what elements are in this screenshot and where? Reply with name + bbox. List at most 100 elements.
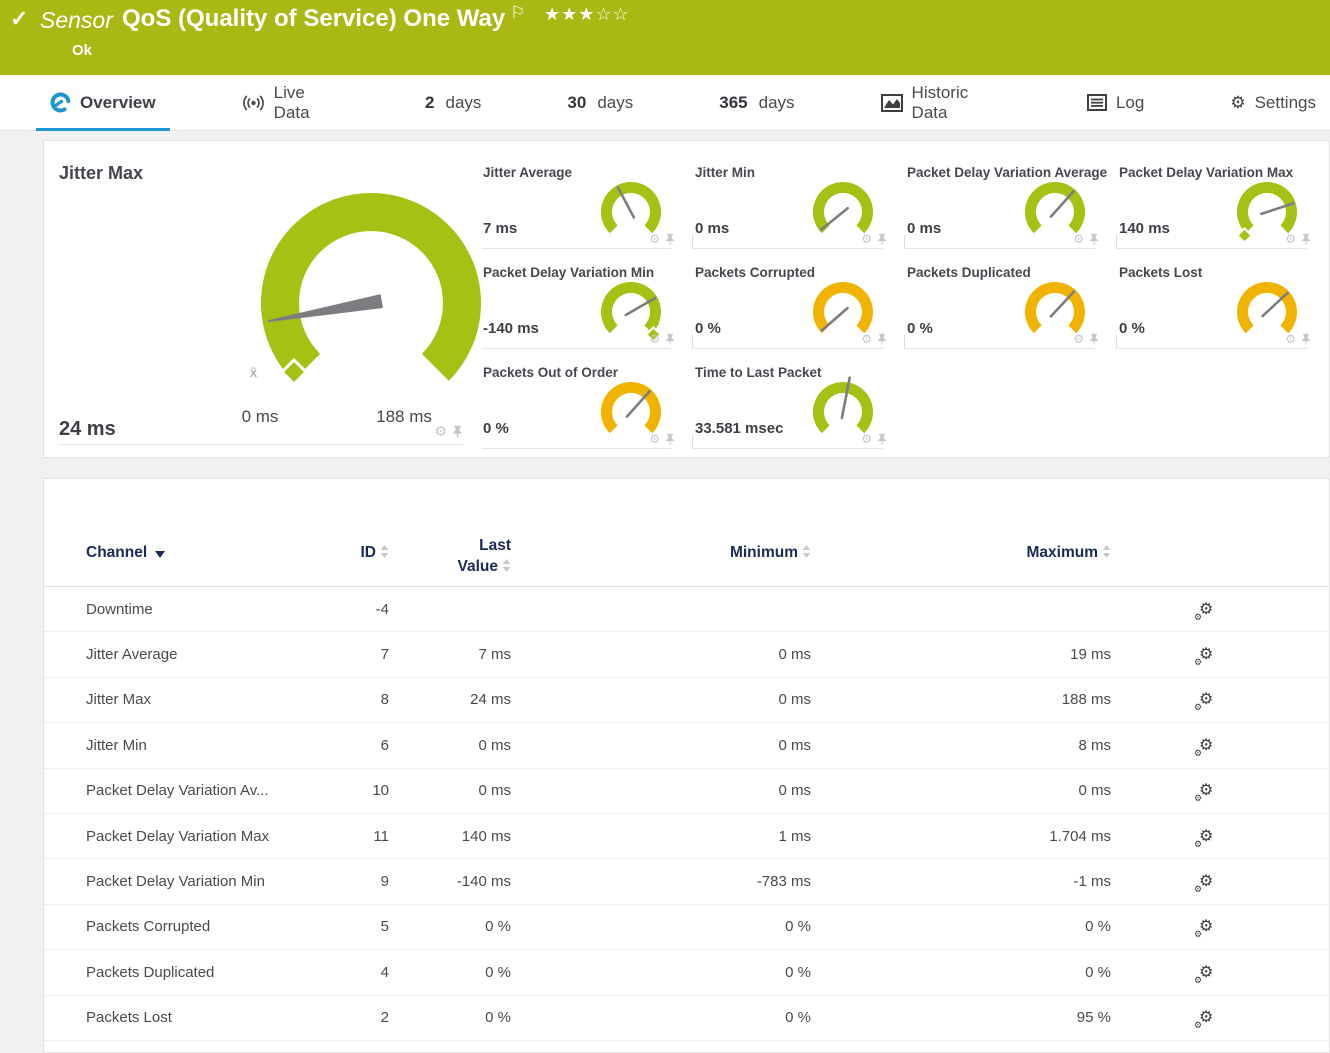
sort-both-icon <box>802 545 811 558</box>
channel-name[interactable]: Jitter Max <box>86 691 152 709</box>
tab-log[interactable]: Log <box>1073 75 1158 130</box>
channel-settings-gear-icon[interactable]: ⚙ ⚙ <box>1194 963 1214 985</box>
channel-settings-gear-icon[interactable]: ⚙ ⚙ <box>1194 600 1214 622</box>
gauge-title: Packet Delay Variation Average <box>907 165 1108 180</box>
pin-icon[interactable] <box>665 333 675 345</box>
gauge-dial <box>813 181 873 234</box>
tab-2-days[interactable]: 2 days <box>411 75 495 130</box>
priority-stars[interactable]: ★★★☆☆ <box>544 4 630 24</box>
channel-name[interactable]: Packet Delay Variation Max <box>86 827 270 845</box>
gauge-title: Packets Lost <box>1119 265 1203 280</box>
gear-icon[interactable]: ⚙ <box>649 232 660 246</box>
channel-name[interactable]: Packets Duplicated <box>86 963 215 981</box>
table-row-packet-delay-variation-min[interactable]: Packet Delay Variation Min 9 -140 ms -783 m… <box>44 859 1329 905</box>
table-row-downtime[interactable]: Downtime -4 ⚙ ⚙ <box>44 587 1329 633</box>
pin-icon[interactable] <box>877 333 887 345</box>
gear-icon[interactable]: ⚙ <box>861 432 872 446</box>
gear-icon[interactable]: ⚙ <box>1285 332 1296 346</box>
gauge-packet-delay-variation-min: Packet Delay Variation Min -140 ms ⚙ <box>481 261 693 361</box>
table-row-packet-delay-variation-av[interactable]: Packet Delay Variation Av... 10 0 ms 0 ms 0 … <box>44 769 1329 814</box>
pin-icon[interactable] <box>877 233 887 245</box>
gauge-needle <box>1049 290 1076 318</box>
channel-settings-gear-icon[interactable]: ⚙ ⚙ <box>1194 691 1214 713</box>
channel-maximum: 95 % <box>1076 1009 1111 1027</box>
channel-name[interactable]: Jitter Average <box>86 646 178 664</box>
pin-icon[interactable] <box>665 233 675 245</box>
gauge-value: 0 ms <box>695 220 730 237</box>
gauge-needle <box>625 389 652 418</box>
table-row-jitter-max[interactable]: Jitter Max 8 24 ms 0 ms 188 ms ⚙ ⚙ <box>44 678 1329 724</box>
flag-icon[interactable]: ⚐ <box>510 3 526 22</box>
pin-icon[interactable] <box>1089 333 1099 345</box>
gear-icon[interactable]: ⚙ <box>1285 232 1296 246</box>
pin-icon[interactable] <box>1301 233 1311 245</box>
gear-icon[interactable]: ⚙ <box>861 332 872 346</box>
channel-name[interactable]: Packets Lost <box>86 1009 172 1027</box>
gear-icon[interactable]: ⚙ <box>649 332 660 346</box>
primary-gauge-value: 24 ms <box>59 418 116 440</box>
tab-number: 2 <box>425 92 435 112</box>
gauge-needle <box>1259 201 1295 216</box>
channel-settings-gear-icon[interactable]: ⚙ ⚙ <box>1194 646 1214 668</box>
gear-icon[interactable]: ⚙ <box>649 432 660 446</box>
gear-icon: ⚙ <box>1230 93 1246 112</box>
tab-365-days[interactable]: 365 days <box>705 75 808 130</box>
gauge-value: 0 % <box>907 320 933 337</box>
table-row-packets-lost[interactable]: Packets Lost 2 0 % 0 % 95 % ⚙ ⚙ <box>44 996 1329 1041</box>
channel-minimum: 0 % <box>785 918 811 936</box>
channel-minimum: 0 ms <box>778 736 811 754</box>
column-header-last-value[interactable]: Last Value <box>457 537 512 576</box>
table-body: Downtime -4 ⚙ ⚙ Jitter Average 7 7 ms 0 ms 19 ms… <box>44 587 1329 1041</box>
column-header-minimum[interactable]: Minimum <box>511 544 811 562</box>
channel-settings-gear-icon[interactable]: ⚙ ⚙ <box>1194 736 1214 758</box>
pin-icon[interactable] <box>665 433 675 445</box>
table-row-jitter-min[interactable]: Jitter Min 6 0 ms 0 ms 8 ms ⚙ ⚙ <box>44 723 1329 769</box>
average-marker-label: x̄ <box>250 364 257 380</box>
tab-number: 30 <box>567 92 587 112</box>
gauge-title: Jitter Average <box>483 165 573 180</box>
tab-live-data[interactable]: Live Data <box>228 75 353 130</box>
pin-icon[interactable] <box>1089 233 1099 245</box>
channel-settings-gear-icon[interactable]: ⚙ ⚙ <box>1194 1009 1214 1031</box>
channel-name[interactable]: Packet Delay Variation Min <box>86 873 265 891</box>
channel-name[interactable]: Packet Delay Variation Av... <box>86 782 269 800</box>
tab-30-days[interactable]: 30 days <box>553 75 647 130</box>
table-row-packets-corrupted[interactable]: Packets Corrupted 5 0 % 0 % 0 % ⚙ ⚙ <box>44 905 1329 951</box>
pin-icon[interactable] <box>877 433 887 445</box>
tab-settings[interactable]: ⚙ Settings <box>1216 75 1330 130</box>
channel-settings-gear-icon[interactable]: ⚙ ⚙ <box>1194 873 1214 895</box>
sort-both-icon <box>1102 545 1111 558</box>
sensor-status-text: Ok <box>72 42 93 59</box>
channel-name[interactable]: Downtime <box>86 600 153 618</box>
gauge-packet-delay-variation-average: Packet Delay Variation Average 0 ms ⚙ <box>904 161 1117 261</box>
column-header-channel[interactable]: Channel <box>86 544 326 562</box>
tab-label: Overview <box>80 92 156 112</box>
gauge-dial <box>601 281 662 343</box>
channel-settings-gear-icon[interactable]: ⚙ ⚙ <box>1194 782 1214 804</box>
table-row-jitter-average[interactable]: Jitter Average 7 7 ms 0 ms 19 ms ⚙ ⚙ <box>44 632 1329 678</box>
tab-overview[interactable]: Overview <box>36 75 170 131</box>
pin-icon[interactable] <box>1301 333 1311 345</box>
channel-name[interactable]: Packets Corrupted <box>86 918 211 936</box>
channel-name[interactable]: Jitter Min <box>86 736 147 754</box>
channel-maximum: -1 ms <box>1073 873 1112 891</box>
gear-icon[interactable]: ⚙ <box>1073 332 1084 346</box>
channel-settings-gear-icon[interactable]: ⚙ ⚙ <box>1194 918 1214 940</box>
channel-id: 10 <box>372 782 389 800</box>
table-row-packets-duplicated[interactable]: Packets Duplicated 4 0 % 0 % 0 % ⚙ ⚙ <box>44 950 1329 996</box>
gauge-packets-corrupted: Packets Corrupted 0 % ⚙ <box>692 261 905 361</box>
pin-icon[interactable] <box>452 425 463 438</box>
tab-historic-data[interactable]: Historic Data <box>867 75 1015 130</box>
gauge-title: Time to Last Packet <box>695 365 822 380</box>
channel-settings-gear-icon[interactable]: ⚙ ⚙ <box>1194 827 1214 849</box>
scale-marker-diamond <box>645 326 662 343</box>
gear-icon[interactable]: ⚙ <box>1073 232 1084 246</box>
gear-icon[interactable]: ⚙ <box>434 423 447 439</box>
table-row-packet-delay-variation-max[interactable]: Packet Delay Variation Max 11 140 ms 1 ms 1.… <box>44 814 1329 860</box>
column-header-maximum[interactable]: Maximum <box>811 544 1111 562</box>
channel-last-value: 0 % <box>485 1009 511 1027</box>
column-header-id[interactable]: ID <box>326 544 389 562</box>
gear-icon[interactable]: ⚙ <box>861 232 872 246</box>
channel-last-value: 0 ms <box>478 782 511 800</box>
sensor-kind-label: Sensor <box>40 7 113 33</box>
